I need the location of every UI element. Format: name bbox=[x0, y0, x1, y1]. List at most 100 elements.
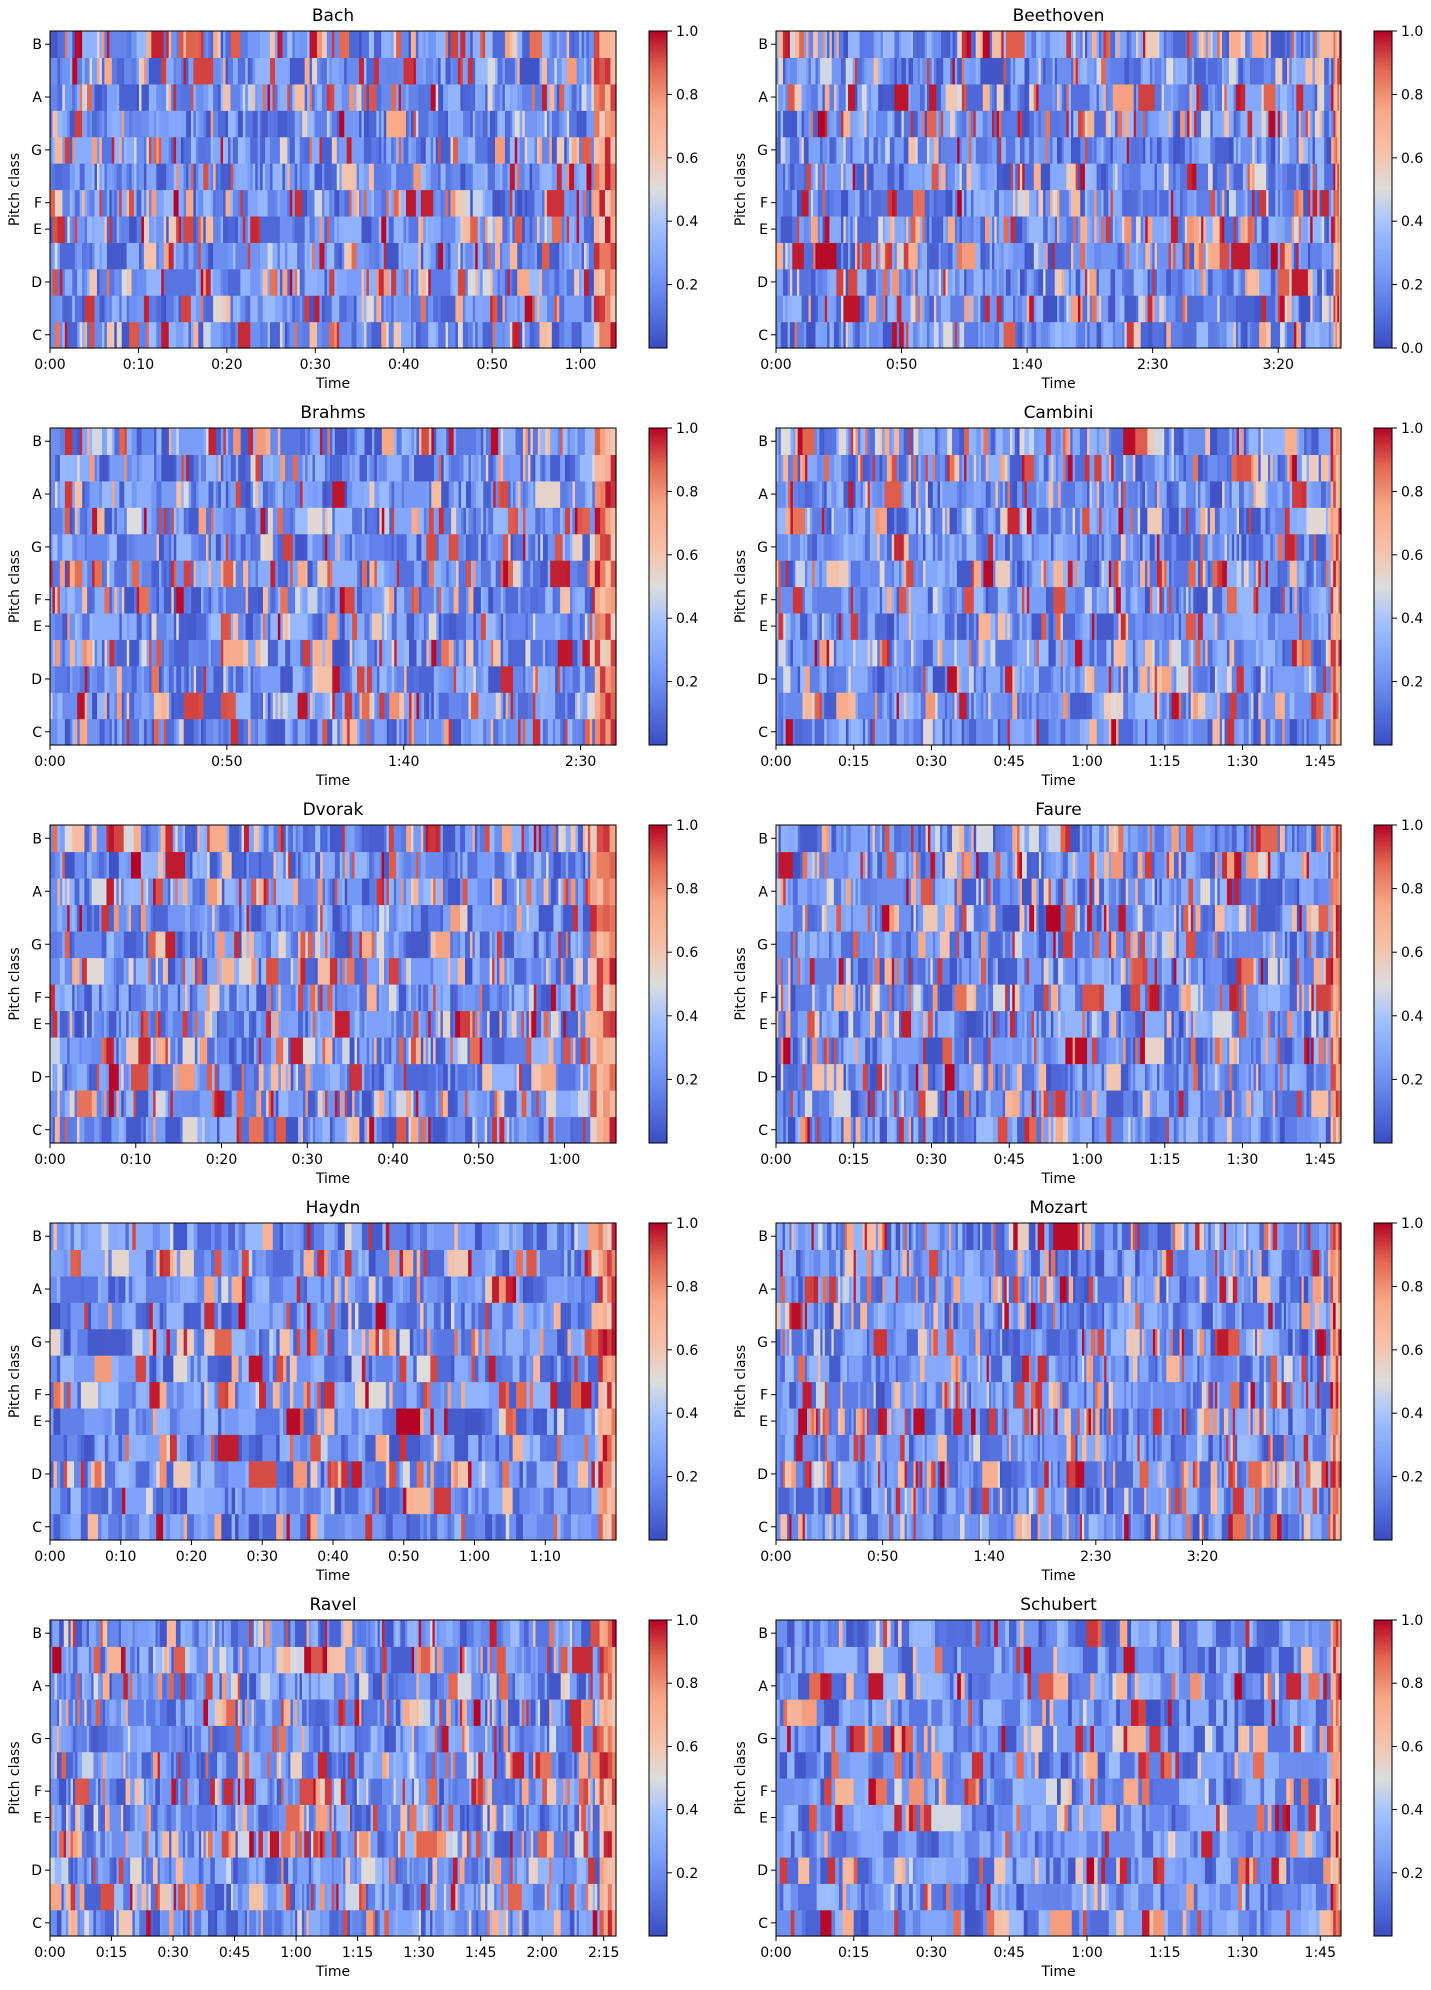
heatmap-cell bbox=[99, 163, 103, 191]
heatmap-cell bbox=[457, 136, 461, 164]
heatmap-cell bbox=[321, 268, 326, 296]
heatmap-cell bbox=[242, 295, 246, 323]
heatmap-cell bbox=[136, 31, 140, 59]
heatmap-cell bbox=[420, 321, 424, 349]
heatmap-cell bbox=[131, 57, 135, 85]
heatmap-cell bbox=[398, 295, 402, 323]
heatmap-cell bbox=[188, 189, 192, 217]
heatmap-cell bbox=[410, 189, 415, 217]
heatmap-cell bbox=[74, 136, 78, 164]
heatmap-cell bbox=[136, 295, 140, 323]
heatmap-cell bbox=[237, 242, 241, 270]
heatmap-cell bbox=[171, 268, 175, 296]
heatmap-cell bbox=[309, 268, 313, 296]
heatmap-cell bbox=[72, 321, 76, 349]
heatmap-cell bbox=[368, 242, 372, 270]
heatmap-cell bbox=[319, 215, 323, 243]
heatmap-cell bbox=[408, 295, 412, 323]
heatmap-cell bbox=[359, 110, 363, 138]
heatmap-cell bbox=[104, 295, 108, 323]
heatmap-cell bbox=[418, 321, 422, 349]
heatmap-cell bbox=[334, 110, 338, 138]
heatmap-cell bbox=[430, 268, 434, 296]
heatmap-cell bbox=[368, 215, 372, 243]
heatmap-cell bbox=[361, 163, 365, 191]
heatmap-cell bbox=[341, 215, 345, 243]
heatmap-cell bbox=[116, 268, 120, 296]
heatmap-cell bbox=[176, 215, 180, 243]
heatmap-cell bbox=[413, 83, 417, 111]
heatmap-cell bbox=[376, 189, 380, 217]
heatmap-cell bbox=[359, 189, 363, 217]
heatmap-cell bbox=[383, 31, 387, 59]
heatmap-cell bbox=[391, 31, 395, 59]
heatmap-cell bbox=[136, 110, 140, 138]
heatmap-cell bbox=[326, 110, 330, 138]
heatmap-cell bbox=[195, 31, 199, 59]
heatmap-cell bbox=[250, 31, 254, 59]
heatmap-cell bbox=[101, 295, 105, 323]
heatmap-cell bbox=[344, 215, 348, 243]
heatmap-cell bbox=[148, 110, 152, 138]
heatmap-cell bbox=[134, 215, 138, 243]
heatmap-cell bbox=[294, 242, 298, 270]
heatmap-cell bbox=[146, 189, 150, 217]
heatmap-cell bbox=[445, 242, 449, 270]
heatmap-cell bbox=[87, 189, 91, 217]
heatmap-cell bbox=[190, 163, 194, 191]
heatmap-cell bbox=[247, 189, 251, 217]
heatmap-cell bbox=[324, 295, 328, 323]
heatmap-cell bbox=[346, 31, 350, 59]
heatmap-cell bbox=[185, 242, 190, 270]
heatmap-cell bbox=[321, 57, 326, 85]
heatmap-cell bbox=[168, 215, 172, 243]
heatmap-cell bbox=[252, 215, 256, 243]
heatmap-cell bbox=[111, 321, 115, 349]
heatmap-cell bbox=[104, 321, 108, 349]
heatmap-cell bbox=[136, 268, 140, 296]
heatmap-cell bbox=[420, 83, 424, 111]
heatmap-cell bbox=[242, 163, 246, 191]
heatmap-cell bbox=[418, 189, 422, 217]
heatmap-cell bbox=[336, 83, 340, 111]
heatmap-cell bbox=[272, 31, 276, 59]
heatmap-cell bbox=[235, 295, 239, 323]
heatmap-cell bbox=[326, 268, 330, 296]
heatmap-cell bbox=[151, 242, 155, 270]
heatmap-cell bbox=[193, 57, 197, 85]
heatmap-cell bbox=[64, 136, 68, 164]
heatmap-cell bbox=[341, 57, 345, 85]
heatmap-cell bbox=[198, 295, 202, 323]
heatmap-cell bbox=[77, 242, 81, 270]
heatmap-cell bbox=[331, 215, 335, 243]
heatmap-cell bbox=[89, 268, 93, 296]
heatmap-cell bbox=[346, 110, 350, 138]
heatmap-cell bbox=[443, 321, 447, 349]
heatmap-cell bbox=[386, 215, 390, 243]
heatmap-cell bbox=[163, 189, 167, 217]
heatmap-cell bbox=[96, 189, 101, 217]
heatmap-cell bbox=[344, 31, 348, 59]
heatmap-cell bbox=[378, 136, 382, 164]
heatmap-cell bbox=[250, 163, 254, 191]
heatmap-cell bbox=[64, 215, 68, 243]
heatmap-cell bbox=[62, 83, 66, 111]
heatmap-cell bbox=[190, 242, 194, 270]
heatmap-cell bbox=[373, 163, 377, 191]
heatmap-cell bbox=[267, 321, 271, 349]
heatmap-cell bbox=[89, 57, 93, 85]
heatmap-cell bbox=[339, 31, 343, 59]
heatmap-cell bbox=[195, 136, 199, 164]
heatmap-cell bbox=[401, 295, 405, 323]
heatmap-cell bbox=[406, 295, 410, 323]
heatmap-cell bbox=[321, 31, 326, 59]
heatmap-cell bbox=[443, 295, 447, 323]
heatmap-cell bbox=[193, 189, 197, 217]
heatmap-cell bbox=[230, 321, 234, 349]
heatmap-cell bbox=[161, 57, 165, 85]
heatmap-cell bbox=[334, 83, 338, 111]
heatmap-cell bbox=[153, 163, 157, 191]
heatmap-cell bbox=[220, 242, 224, 270]
heatmap-cell bbox=[92, 242, 96, 270]
heatmap-cell bbox=[349, 31, 353, 59]
